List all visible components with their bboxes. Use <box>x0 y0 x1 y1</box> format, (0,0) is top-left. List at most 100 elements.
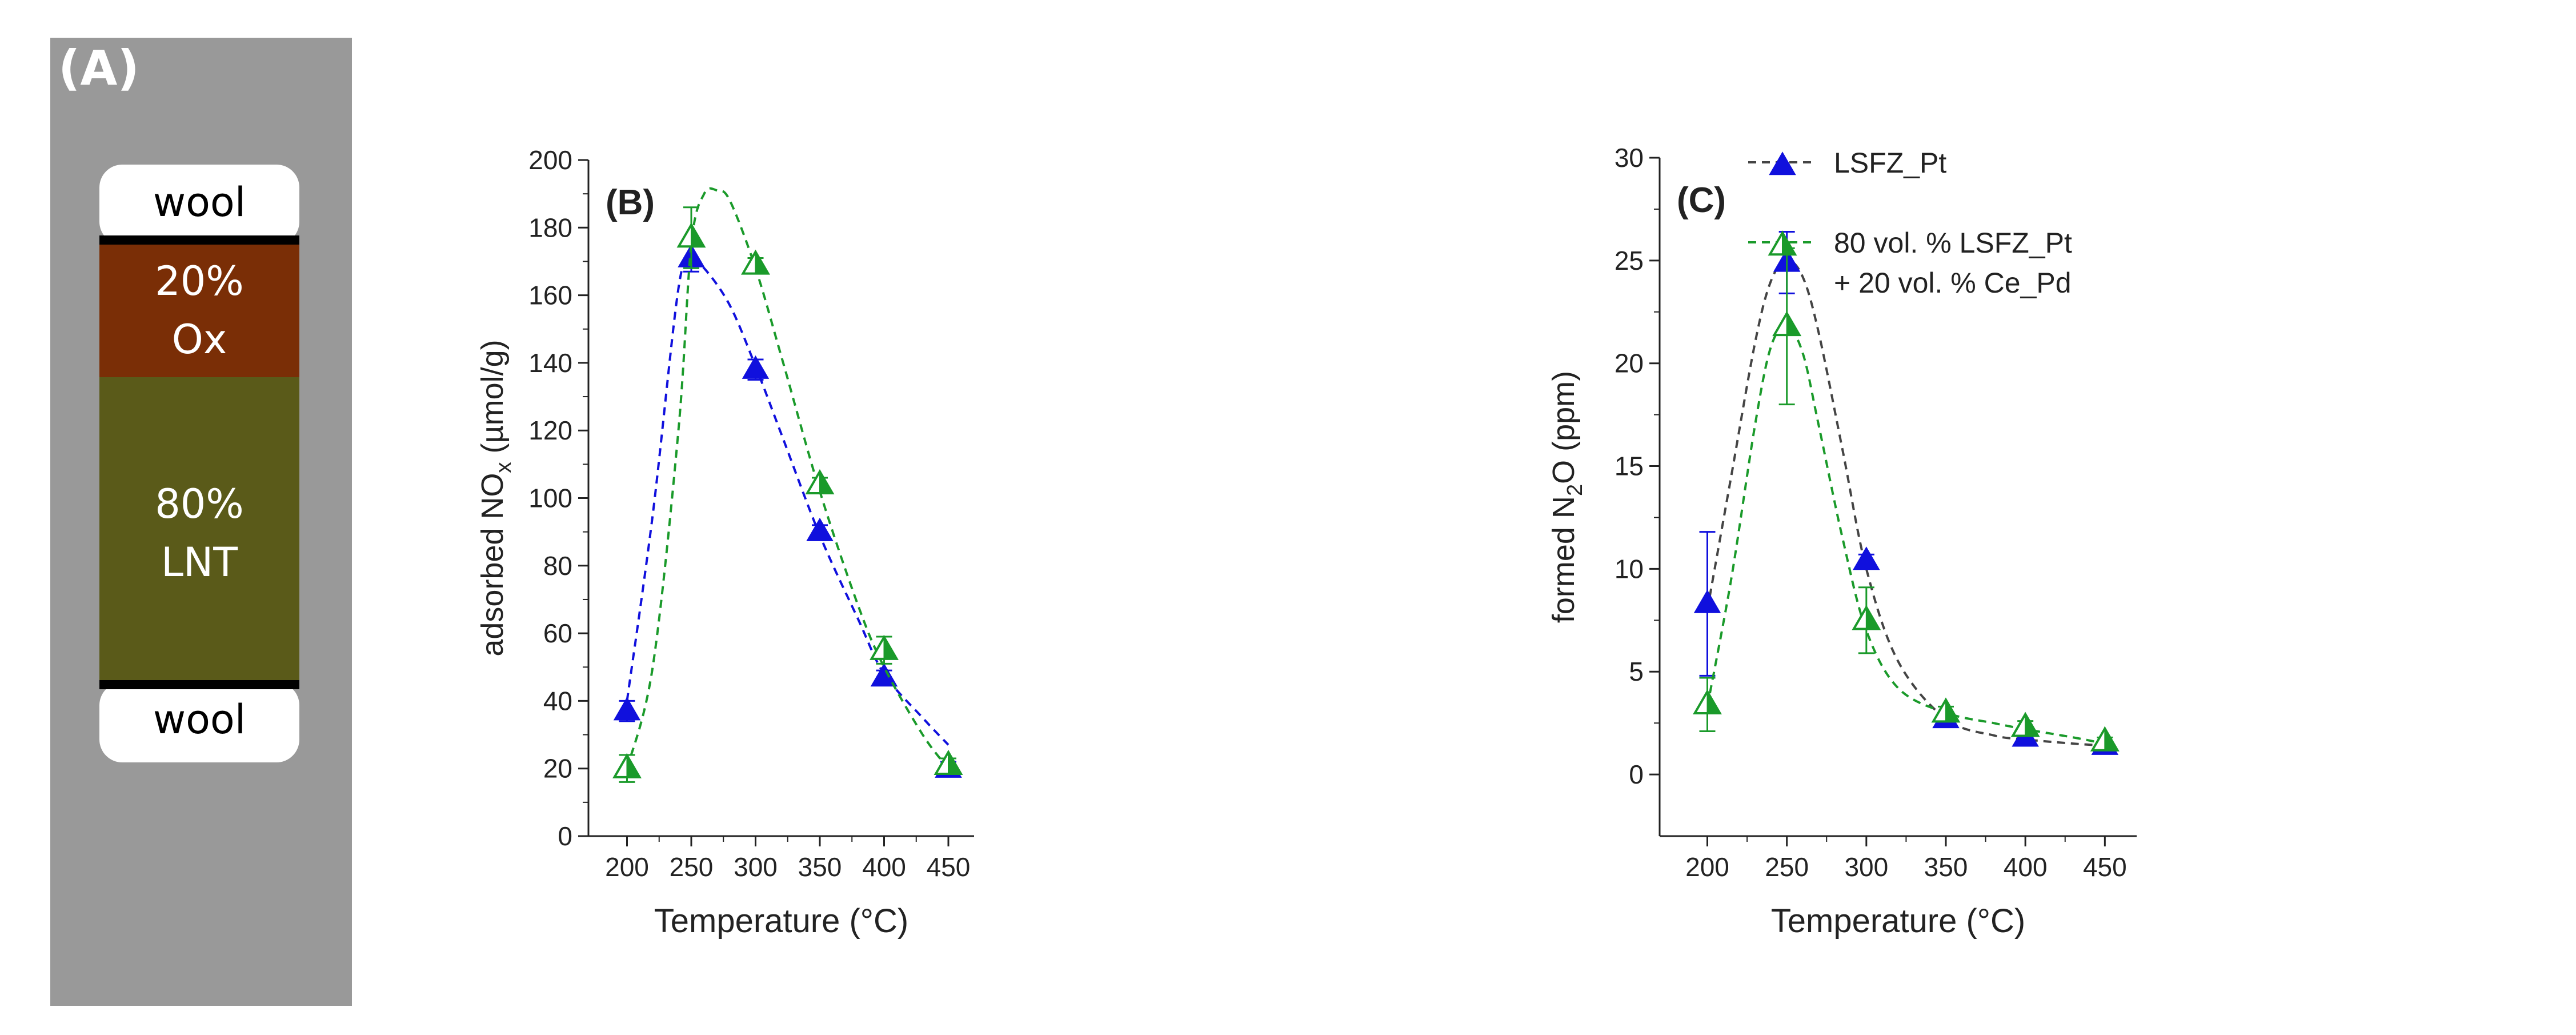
chart-c-x-tick-label: 250 <box>1765 852 1809 882</box>
chart-c-data-point <box>2090 726 2120 752</box>
chart-b-data-point-fill <box>691 222 705 247</box>
chart-b-data-point <box>742 355 770 379</box>
chart-b-data-point <box>870 634 899 660</box>
chart-c-legend-label-2-line1: 80 vol. % LSFZ_Pt <box>1834 227 2072 259</box>
chart-b-y-tick-label: 0 <box>558 821 572 851</box>
chart-b-data-point <box>613 697 641 721</box>
chart-c-legend-marker <box>1768 230 1797 256</box>
chart-b-x-tick-label: 350 <box>798 852 842 882</box>
chart-c-data-point <box>1852 605 1881 630</box>
chart-c-fit-curve-2 <box>1706 325 2105 745</box>
chart-b-data-point <box>870 663 898 687</box>
chart-b-data-point-fill <box>948 750 962 774</box>
chart-b-y-title-sub: x <box>492 462 516 473</box>
chart-b-data-point <box>741 249 770 275</box>
ox-label: Ox <box>172 316 227 363</box>
chart-c-y-title-sub: 2 <box>1563 484 1587 496</box>
chart-b-y-tick-label: 40 <box>543 686 572 716</box>
chart-c-legend-marker <box>1769 151 1796 175</box>
bottom-separator-band <box>99 680 299 689</box>
chart-c-x-tick-label: 350 <box>1924 852 1968 882</box>
chart-b-data-point-fill <box>755 249 770 274</box>
chart-c-y-tick-label: 10 <box>1614 554 1644 584</box>
chart-c-y-tick-label: 30 <box>1614 143 1644 173</box>
chart-b-data-point <box>805 469 835 495</box>
chart-b-x-tick-label: 200 <box>605 852 649 882</box>
chart-c-legend-marker-fill <box>1782 230 1796 255</box>
chart-c-x-tick-label: 300 <box>1844 852 1888 882</box>
chart-b-y-tick-label: 200 <box>528 145 572 175</box>
chart-c-data-point-fill <box>2025 712 2039 737</box>
chart-c-data-point-fill <box>1945 697 1960 722</box>
chart-c-data-point-fill <box>1706 689 1721 714</box>
chart-c-y-tick-label: 0 <box>1629 760 1644 789</box>
top-wool-label: wool <box>153 179 246 226</box>
chart-b-panel-label: (B) <box>606 183 655 222</box>
chart-b-y-tick-label: 180 <box>528 213 572 242</box>
chart-c-legend: LSFZ_Pt 80 vol. % LSFZ_Pt + 20 vol. % Ce_P… <box>1748 147 2072 299</box>
chart-b-data-point-fill <box>626 753 641 778</box>
chart-c-data-point <box>1931 697 1961 723</box>
chart-b-y-tick-label: 160 <box>528 281 572 310</box>
chart-c-data-point-fill <box>1786 311 1801 336</box>
chart-c-legend-label-1: LSFZ_Pt <box>1834 147 1946 179</box>
chart-c-x-tick-label: 400 <box>2004 852 2048 882</box>
chart-b-x-tick-label: 450 <box>927 852 971 882</box>
chart-c-data-point <box>1772 311 1802 337</box>
chart-b-data-point <box>806 517 834 541</box>
chart-b-y-tick-label: 80 <box>543 551 572 581</box>
chart-c-y-title-main: formed N <box>1547 496 1581 623</box>
chart-b-data-point-fill <box>883 635 898 660</box>
chart-b-y-tick-label: 100 <box>528 483 572 513</box>
top-wool-cap <box>99 165 299 245</box>
chart-b-x-axis-title: Temperature (°C) <box>654 902 908 940</box>
chart-c-legend-label-2: 80 vol. % LSFZ_Pt + 20 vol. % Ce_Pd <box>1834 227 2072 299</box>
chart-c-y-axis-title: formed N2O (ppm) <box>1547 371 1587 623</box>
chart-c-series-2 <box>1693 247 2120 752</box>
chart-b-x-tick-label: 400 <box>862 852 906 882</box>
chart-c-y-tick-label: 5 <box>1629 657 1644 686</box>
chart-b-y-axis-title: adsorbed NOx (µmol/g) <box>475 339 516 656</box>
chart-c-y-tick-label: 25 <box>1614 246 1644 275</box>
chart-c-data-point <box>1853 546 1880 570</box>
chart-b-x-tick-label: 300 <box>734 852 778 882</box>
chart-b-y-tick-label: 20 <box>543 754 572 784</box>
lnt-layer <box>99 377 299 682</box>
chart-c-x-axis-title: Temperature (°C) <box>1771 902 2025 940</box>
reactor-bed-schematic: (A) wool 20% Ox 80% LNT wool <box>50 38 352 1006</box>
chart-c-y-title-rest: O (ppm) <box>1547 371 1581 484</box>
chart-c-y-tick-label: 20 <box>1614 349 1644 378</box>
chart-b-y-tick-label: 60 <box>543 618 572 648</box>
chart-c-data-point <box>1693 689 1722 714</box>
chart-c-data-point <box>2010 712 2040 737</box>
chart-b-y-tick-label: 120 <box>528 415 572 445</box>
chart-b-adsorbed-nox: 0 20 40 60 80 100 120 140 160 180 200 200 250 300 350 4… <box>475 145 974 940</box>
chart-c-y-tick-label: 15 <box>1614 451 1644 481</box>
lnt-label: LNT <box>161 539 238 586</box>
chart-c-panel-label: (C) <box>1677 181 1726 220</box>
chart-b-y-tick-label: 140 <box>528 348 572 378</box>
chart-b-data-point <box>934 749 963 775</box>
chart-c-data-point-fill <box>1865 605 1880 630</box>
chart-b-fit-curve-2 <box>626 187 950 769</box>
bottom-wool-label: wool <box>153 696 246 743</box>
chart-b-y-title-rest: (µmol/g) <box>475 339 510 462</box>
chart-c-data-point <box>1693 589 1721 613</box>
chart-c-series-1 <box>1693 230 2119 755</box>
chart-c-x-tick-label: 450 <box>2083 852 2127 882</box>
ox-percent: 20% <box>155 258 244 305</box>
chart-c-data-point-fill <box>2104 726 2119 751</box>
top-separator-band <box>99 235 299 245</box>
ox-layer <box>99 235 299 377</box>
chart-c-x-tick-label: 200 <box>1685 852 1729 882</box>
panel-a-label: (A) <box>58 40 139 96</box>
chart-b-data-point-fill <box>819 469 834 494</box>
bottom-wool-cap <box>99 682 299 762</box>
chart-b-x-tick-label: 250 <box>670 852 714 882</box>
chart-b-data-point <box>676 222 706 248</box>
chart-c-formed-n2o: 0 5 10 15 20 25 30 200 250 300 350 400 450 Temperatur… <box>1547 143 2137 940</box>
chart-b-fit-curve-1 <box>626 259 950 746</box>
chart-b-series-2 <box>612 187 963 783</box>
chart-b-data-point <box>612 753 642 778</box>
